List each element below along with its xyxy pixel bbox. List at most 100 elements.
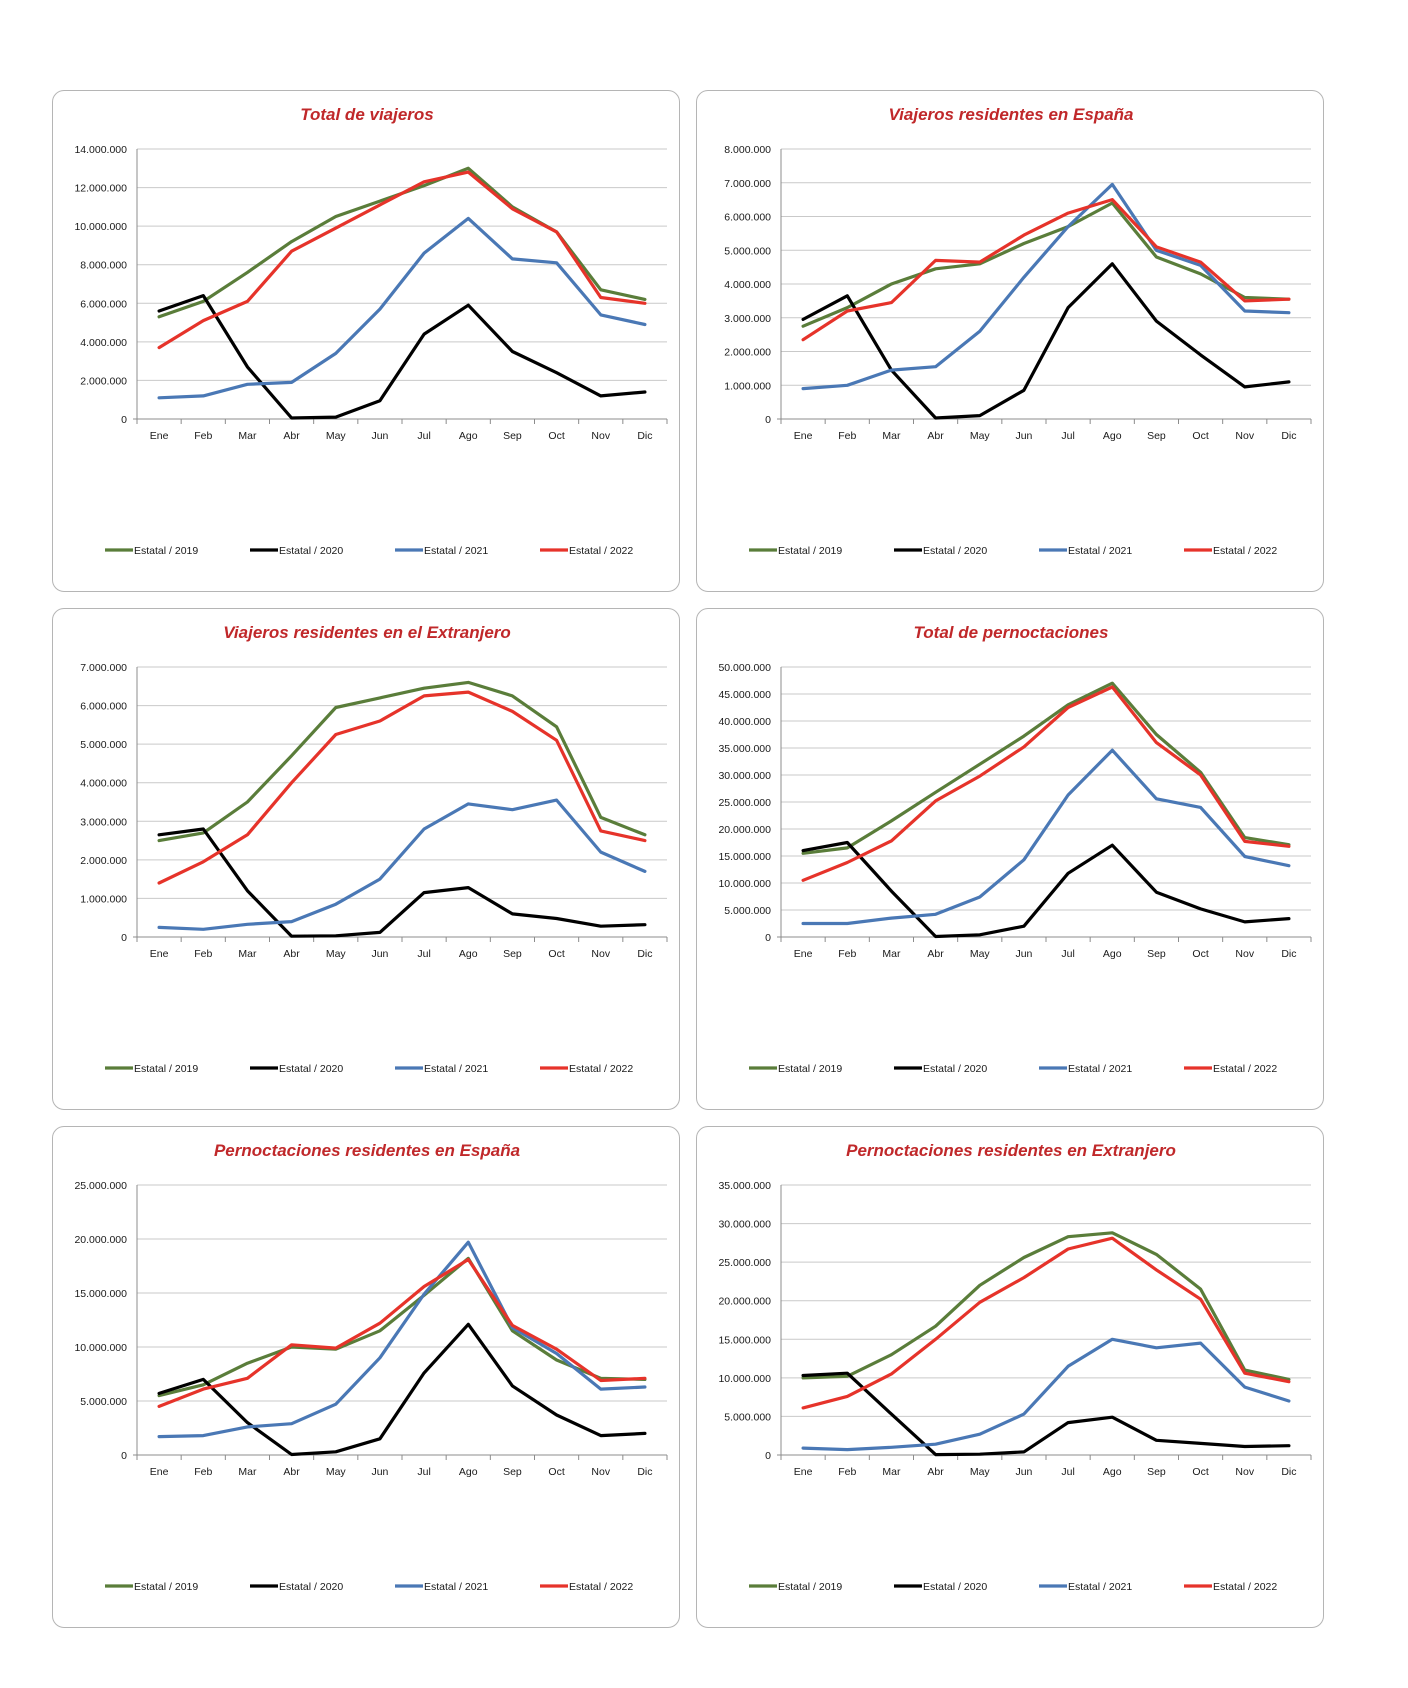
- x-tick-label: Mar: [238, 1466, 257, 1478]
- legend-label: Estatal / 2019: [778, 1581, 842, 1593]
- chart-svg: Pernoctaciones residentes en Extranjero 0…: [718, 1141, 1312, 1593]
- x-tick-label: Jul: [417, 1466, 430, 1478]
- x-tick-label: Sep: [1147, 1466, 1166, 1478]
- series-line-2021: [801, 182, 1291, 391]
- y-tick-label: 2.000.000: [724, 347, 771, 359]
- y-tick-label: 45.000.000: [718, 689, 771, 701]
- y-tick-label: 30.000.000: [718, 1219, 771, 1231]
- chart-panel: Pernoctaciones residentes en España 0 5.00…: [52, 1126, 680, 1628]
- x-tick-label: Jul: [1061, 948, 1074, 960]
- chart-panel: Viajeros residentes en España 0 1.000.000 2…: [696, 90, 1324, 592]
- y-tick-label: 0: [121, 414, 127, 426]
- chart-svg: Total de pernoctaciones 0 5.000.000 10.000.…: [718, 623, 1312, 1075]
- legend-item: Estatal / 2019: [105, 1063, 198, 1075]
- y-tick-label: 7.000.000: [80, 662, 127, 674]
- legend-item: Estatal / 2020: [894, 1581, 987, 1593]
- x-tick-label: Ene: [150, 1466, 169, 1478]
- chart-panel: Total de viajeros 0 2.000.000 4.000.000 6.00…: [52, 90, 680, 592]
- y-tick-label: 3.000.000: [724, 313, 771, 325]
- y-tick-label: 25.000.000: [718, 1257, 771, 1269]
- y-tick-label: 0: [765, 414, 771, 426]
- legend-label: Estatal / 2022: [569, 545, 633, 557]
- legend-item: Estatal / 2021: [395, 1581, 488, 1593]
- y-tick-label: 0: [121, 1450, 127, 1462]
- y-tick-label: 15.000.000: [718, 851, 771, 863]
- legend-label: Estatal / 2019: [134, 545, 198, 557]
- x-tick-label: Jun: [1015, 948, 1032, 960]
- x-tick-label: Jun: [371, 1466, 388, 1478]
- y-tick-label: 10.000.000: [74, 1342, 127, 1354]
- legend-item: Estatal / 2019: [105, 1581, 198, 1593]
- series-line-2021: [157, 798, 647, 931]
- series-line-2022: [801, 685, 1291, 882]
- y-tick-label: 5.000.000: [724, 245, 771, 257]
- y-tick-label: 15.000.000: [718, 1334, 771, 1346]
- x-tick-label: Ene: [794, 1466, 813, 1478]
- legend-label: Estatal / 2020: [279, 1581, 343, 1593]
- x-tick-label: Feb: [838, 948, 856, 960]
- legend-item: Estatal / 2021: [1039, 1063, 1132, 1075]
- x-tick-label: Sep: [503, 1466, 522, 1478]
- y-tick-label: 15.000.000: [74, 1288, 127, 1300]
- x-tick-label: Oct: [1192, 430, 1208, 442]
- x-tick-label: Ago: [1103, 1466, 1122, 1478]
- x-tick-label: Mar: [238, 430, 257, 442]
- legend-label: Estatal / 2020: [923, 1063, 987, 1075]
- y-tick-label: 7.000.000: [724, 178, 771, 190]
- y-tick-label: 6.000.000: [80, 298, 127, 310]
- x-tick-label: Dic: [637, 430, 652, 442]
- legend-item: Estatal / 2020: [894, 1063, 987, 1075]
- x-tick-label: Dic: [637, 1466, 652, 1478]
- x-tick-label: Sep: [1147, 430, 1166, 442]
- y-tick-label: 10.000.000: [718, 1373, 771, 1385]
- y-tick-label: 6.000.000: [724, 212, 771, 224]
- series-line-2019: [157, 1256, 647, 1398]
- chart-title: Total de viajeros: [300, 105, 434, 124]
- chart-title: Pernoctaciones residentes en España: [214, 1141, 520, 1160]
- x-tick-label: Feb: [194, 948, 212, 960]
- x-tick-label: May: [970, 1466, 991, 1478]
- x-tick-label: Jul: [1061, 1466, 1074, 1478]
- legend-label: Estatal / 2022: [569, 1581, 633, 1593]
- series-line-2021: [801, 1337, 1291, 1452]
- series-line-2022: [801, 1236, 1291, 1410]
- x-tick-label: Dic: [1281, 1466, 1296, 1478]
- legend-label: Estatal / 2021: [1068, 1581, 1132, 1593]
- legend-item: Estatal / 2022: [1184, 1581, 1277, 1593]
- series-line-2020: [157, 827, 647, 938]
- series-line-2021: [801, 748, 1291, 926]
- y-tick-label: 25.000.000: [74, 1180, 127, 1192]
- y-tick-label: 4.000.000: [724, 279, 771, 291]
- series-line-2021: [157, 216, 647, 400]
- x-tick-label: Mar: [882, 430, 901, 442]
- legend-label: Estatal / 2021: [1068, 1063, 1132, 1075]
- x-tick-label: Mar: [882, 1466, 901, 1478]
- legend-label: Estatal / 2020: [279, 1063, 343, 1075]
- chart-panel: Pernoctaciones residentes en Extranjero 0…: [696, 1126, 1324, 1628]
- series-line-2019: [801, 201, 1291, 328]
- x-tick-label: May: [970, 430, 991, 442]
- chart-title: Pernoctaciones residentes en Extranjero: [846, 1141, 1176, 1160]
- x-tick-label: Nov: [1235, 948, 1254, 960]
- legend-item: Estatal / 2022: [1184, 545, 1277, 557]
- y-tick-label: 12.000.000: [74, 183, 127, 195]
- y-tick-label: 10.000.000: [74, 221, 127, 233]
- y-tick-label: 30.000.000: [718, 770, 771, 782]
- legend-item: Estatal / 2019: [749, 1581, 842, 1593]
- legend-item: Estatal / 2021: [1039, 1581, 1132, 1593]
- legend-item: Estatal / 2019: [749, 545, 842, 557]
- x-tick-label: Nov: [591, 1466, 610, 1478]
- y-tick-label: 20.000.000: [74, 1234, 127, 1246]
- x-tick-label: Nov: [1235, 1466, 1254, 1478]
- y-tick-label: 2.000.000: [80, 855, 127, 867]
- y-tick-label: 5.000.000: [80, 1396, 127, 1408]
- x-tick-label: May: [326, 948, 347, 960]
- legend-label: Estatal / 2021: [1068, 545, 1132, 557]
- legend-label: Estatal / 2019: [134, 1063, 198, 1075]
- chart-svg: Viajeros residentes en el Extranjero 0 1.0…: [80, 623, 668, 1075]
- x-tick-label: Sep: [503, 430, 522, 442]
- y-tick-label: 14.000.000: [74, 144, 127, 156]
- y-tick-label: 5.000.000: [724, 905, 771, 917]
- x-tick-label: Abr: [283, 948, 300, 960]
- x-tick-label: Abr: [927, 1466, 944, 1478]
